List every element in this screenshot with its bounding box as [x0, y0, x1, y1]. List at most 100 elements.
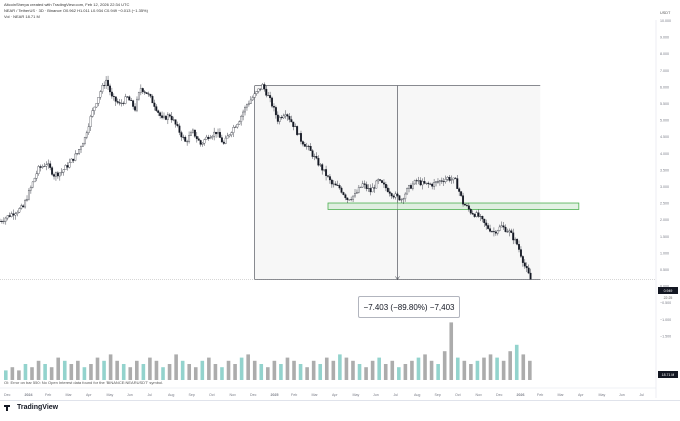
candle-body — [340, 187, 343, 193]
candle-body — [226, 135, 229, 139]
candle-body — [271, 97, 273, 107]
candle-body — [18, 208, 21, 213]
volume-bar — [207, 357, 211, 380]
candle-body — [103, 85, 106, 87]
candle-body — [172, 119, 175, 121]
y-tick-label: 4.000 — [660, 152, 669, 156]
candle-body — [164, 115, 167, 120]
x-tick-label: Jul — [640, 393, 645, 397]
candle-body — [498, 226, 501, 231]
volume-bar — [259, 364, 264, 380]
candle-body — [27, 190, 30, 200]
y-tick-label: 6.000 — [660, 85, 669, 89]
candle-body — [120, 102, 123, 104]
volume-bar — [108, 354, 113, 380]
candle-body — [278, 117, 281, 122]
candle-body — [518, 244, 520, 250]
candle-body — [456, 178, 459, 189]
candle-body — [352, 195, 355, 200]
y-tick-label: 9.000 — [660, 36, 669, 40]
candle-body — [85, 132, 88, 138]
candle-body — [292, 121, 295, 127]
candle-body — [180, 132, 183, 138]
candle-body — [199, 140, 202, 145]
candle-body — [367, 188, 370, 189]
volume-bar — [410, 360, 414, 380]
candle-body — [332, 183, 335, 185]
volume-bar — [246, 354, 250, 380]
volume-bar — [56, 357, 61, 380]
candle-body — [444, 179, 447, 182]
candle-body — [477, 212, 480, 217]
candle-body — [506, 231, 509, 233]
candle-body — [286, 114, 289, 117]
candle-body — [153, 102, 156, 107]
candle-body — [276, 114, 279, 122]
candle-body — [419, 180, 422, 186]
candle-body — [489, 228, 492, 232]
volume-bar — [377, 357, 381, 380]
candle-body — [110, 91, 113, 97]
candle-body — [384, 184, 387, 189]
candle-body — [163, 115, 165, 118]
candle-body — [230, 132, 233, 136]
volume-bar — [429, 360, 434, 380]
candle-body — [58, 172, 61, 177]
volume-bar — [23, 364, 28, 380]
x-tick-label: 2024 — [25, 393, 33, 397]
volume-bar — [318, 364, 323, 380]
candle-body — [467, 205, 470, 210]
volume-bar — [311, 360, 316, 380]
candle-body — [298, 133, 301, 135]
candle-body — [273, 106, 275, 108]
candle-body — [76, 153, 79, 155]
candle-body — [253, 93, 256, 98]
candle-body — [93, 106, 96, 111]
candle-body — [182, 136, 185, 138]
candle-body — [83, 137, 86, 144]
candle-body — [460, 191, 463, 196]
candle-body — [0, 221, 3, 222]
candle-body — [37, 166, 40, 174]
y-tick-label: 2.000 — [660, 218, 669, 222]
candle-body — [168, 114, 171, 117]
candle-body — [49, 163, 52, 168]
candle-body — [26, 199, 28, 201]
candle-body — [521, 256, 524, 263]
candle-body — [375, 180, 378, 189]
candle-body — [213, 131, 216, 137]
candle-body — [438, 180, 441, 183]
candle-body — [170, 115, 173, 121]
candle-body — [224, 137, 227, 144]
candle-body — [504, 226, 507, 232]
candle-body — [217, 132, 219, 135]
y-tick-label: 5.500 — [660, 102, 669, 106]
candle-body — [242, 111, 245, 117]
candle-body — [62, 169, 65, 173]
volume-bar — [187, 364, 192, 380]
volume-bar — [4, 370, 8, 380]
support-zone — [327, 202, 580, 210]
candle-body — [82, 143, 84, 147]
candle-body — [336, 184, 339, 186]
volume-bar — [128, 367, 133, 380]
candle-body — [274, 107, 277, 116]
price-tag-time: 22:25 — [658, 294, 678, 301]
candle-body — [176, 124, 179, 127]
volume-bar — [233, 364, 237, 380]
volume-bar — [442, 351, 447, 380]
candle-body — [485, 222, 488, 226]
candle-body — [143, 91, 146, 93]
candle-body — [502, 225, 505, 228]
y-tick-label: 7.000 — [660, 69, 669, 73]
volume-bar — [17, 370, 21, 380]
candle-body — [496, 230, 499, 234]
candle-body — [411, 183, 414, 189]
candle-body — [112, 96, 115, 97]
candle-body — [473, 214, 476, 217]
candle-body — [116, 101, 119, 103]
volume-bar — [89, 364, 93, 380]
candle-body — [338, 185, 341, 189]
candle-body — [323, 169, 326, 171]
